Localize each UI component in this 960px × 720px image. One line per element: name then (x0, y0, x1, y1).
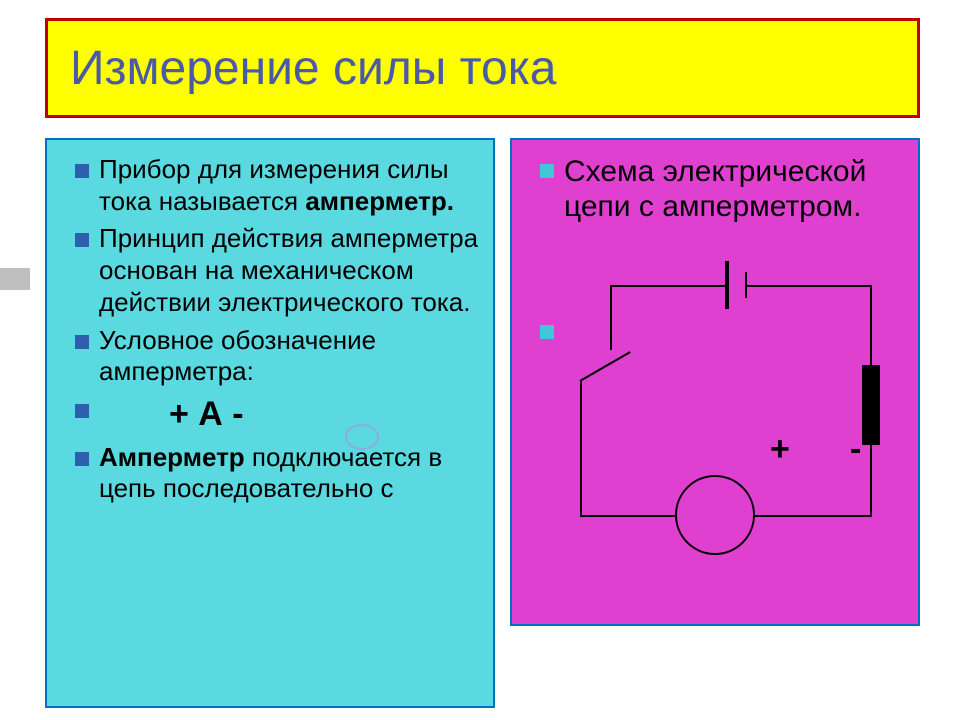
slide-title: Измерение силы тока (70, 41, 557, 96)
wire (610, 285, 725, 287)
list-text: Амперметр подключается в цепь последоват… (99, 442, 487, 505)
list-text: Условное обозначение амперметра: (99, 325, 487, 388)
bullet-icon (75, 404, 89, 418)
list-item: Прибор для измерения силы тока называетс… (53, 154, 487, 217)
annotation-oval-icon (345, 424, 379, 450)
list-item: + А - (53, 394, 487, 435)
list-item: Принцип действия амперметра основан на м… (53, 223, 487, 318)
list-text: Прибор для измерения силы тока называетс… (99, 154, 487, 217)
list-item: Условное обозначение амперметра: (53, 325, 487, 388)
left-panel: Прибор для измерения силы тока называетс… (45, 138, 495, 708)
scrollbar-thumb[interactable] (0, 268, 30, 290)
plus-sign: + (770, 430, 790, 469)
wire (580, 380, 582, 517)
wire (610, 285, 612, 350)
bullet-icon (540, 164, 554, 178)
bullet-icon (75, 335, 89, 349)
switch-icon (580, 351, 631, 382)
wire (745, 285, 870, 287)
ammeter-icon (675, 475, 755, 555)
wire (870, 285, 872, 365)
bullet-icon (540, 325, 554, 339)
minus-sign: - (850, 430, 861, 469)
ammeter-symbol-text: + А - (99, 394, 244, 435)
circuit-diagram: + - (560, 275, 900, 535)
wire (870, 445, 872, 515)
slide-title-box: Измерение силы тока (45, 18, 920, 118)
load-icon (862, 365, 880, 445)
right-heading: Схема электрической цепи с амперметром. (564, 154, 912, 225)
bullet-icon (75, 452, 89, 466)
wire (755, 515, 872, 517)
list-item: Схема электрической цепи с амперметром. (518, 154, 912, 225)
battery-long-plate-icon (725, 261, 729, 309)
bullet-icon (75, 164, 89, 178)
wire (580, 515, 677, 517)
list-item: Амперметр подключается в цепь последоват… (53, 442, 487, 505)
list-text: Принцип действия амперметра основан на м… (99, 223, 487, 318)
bullet-icon (75, 233, 89, 247)
